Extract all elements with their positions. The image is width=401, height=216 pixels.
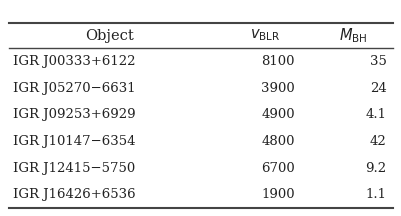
Text: 42: 42 — [369, 135, 386, 148]
Text: 35: 35 — [369, 55, 386, 68]
Text: IGR J10147−6354: IGR J10147−6354 — [13, 135, 136, 148]
Text: IGR J05270−6631: IGR J05270−6631 — [13, 82, 136, 95]
Text: 24: 24 — [369, 82, 386, 95]
Text: 4900: 4900 — [261, 108, 294, 121]
Text: 9.2: 9.2 — [365, 162, 386, 175]
Text: 8100: 8100 — [261, 55, 294, 68]
Text: 1.1: 1.1 — [365, 188, 386, 201]
Text: $v_{\mathrm{BLR}}$: $v_{\mathrm{BLR}}$ — [249, 28, 279, 43]
Text: IGR J12415−5750: IGR J12415−5750 — [13, 162, 135, 175]
Text: 6700: 6700 — [260, 162, 294, 175]
Text: Object: Object — [85, 29, 133, 43]
Text: 3900: 3900 — [260, 82, 294, 95]
Text: 4800: 4800 — [261, 135, 294, 148]
Text: 1900: 1900 — [261, 188, 294, 201]
Text: $M_{\mathrm{BH}}$: $M_{\mathrm{BH}}$ — [338, 26, 366, 45]
Text: IGR J16426+6536: IGR J16426+6536 — [13, 188, 136, 201]
Text: IGR J00333+6122: IGR J00333+6122 — [13, 55, 136, 68]
Text: 4.1: 4.1 — [365, 108, 386, 121]
Text: IGR J09253+6929: IGR J09253+6929 — [13, 108, 136, 121]
